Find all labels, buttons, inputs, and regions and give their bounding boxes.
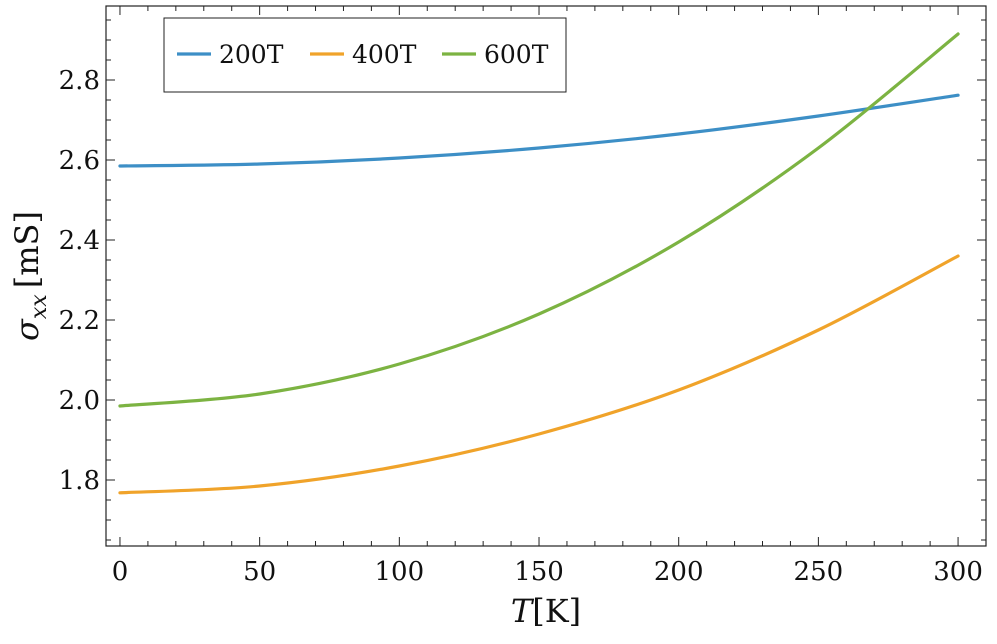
x-axis-unit: [K] — [532, 592, 581, 630]
x-axis-label: T[K] — [511, 592, 581, 630]
x-tick-label: 50 — [243, 557, 276, 587]
legend-box — [163, 17, 567, 93]
x-axis-symbol: T — [511, 592, 535, 630]
x-tick-label: 0 — [112, 557, 129, 587]
y-axis-unit: [mS] — [8, 211, 46, 288]
y-axis-symbol: σ — [8, 318, 46, 341]
x-tick-label: 200 — [654, 557, 704, 587]
axis-ticks — [106, 6, 986, 546]
plot-frame — [105, 5, 987, 547]
x-tick-label: 150 — [514, 557, 564, 587]
series-line-200T — [118, 93, 960, 168]
y-axis-subscript: xx — [27, 294, 52, 319]
series-line-400T — [118, 254, 960, 495]
tick-labels: 0 50 100 150 200 250 300 1.8 2.0 2.2 2.4 2.6 2.8 — [59, 66, 983, 587]
y-tick-label: 2.8 — [59, 66, 100, 96]
legend: 200T 400T 600T — [163, 17, 567, 93]
y-tick-label: 2.0 — [59, 386, 100, 416]
y-tick-label: 1.8 — [59, 466, 100, 496]
x-tick-label: 300 — [933, 557, 983, 587]
y-tick-label: 2.2 — [59, 306, 100, 336]
y-tick-label: 2.6 — [59, 146, 100, 176]
series-line-600T — [118, 32, 960, 408]
series-lines — [118, 32, 960, 495]
y-tick-label: 2.4 — [59, 226, 100, 256]
legend-label-400T: 400T — [352, 40, 417, 69]
x-tick-label: 250 — [794, 557, 844, 587]
x-tick-label: 100 — [375, 557, 425, 587]
legend-label-600T: 600T — [484, 40, 549, 69]
legend-label-200T: 200T — [219, 40, 284, 69]
y-axis-label: σxx [mS] — [8, 211, 52, 341]
